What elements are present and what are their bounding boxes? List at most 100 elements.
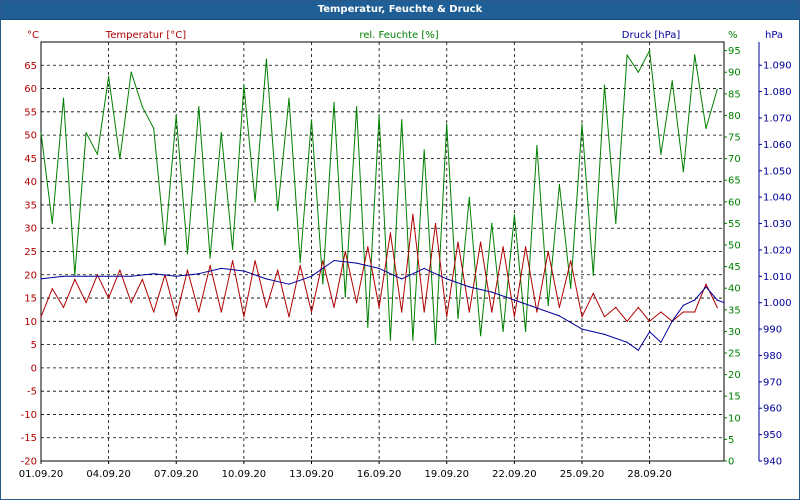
- y-tick-label-temperature: 5: [31, 340, 37, 351]
- x-tick-label: 22.09.20: [492, 469, 537, 480]
- series-point: [671, 320, 673, 322]
- y-tick-label-temperature: 0: [31, 363, 37, 374]
- series-point: [468, 196, 470, 199]
- series-point: [378, 306, 380, 308]
- y-tick-label-temperature: 65: [24, 61, 37, 72]
- series-point: [491, 311, 493, 313]
- y-tick-label-pressure: 1.030: [763, 219, 792, 230]
- window-title: Temperatur, Feuchte & Druck: [1, 1, 799, 20]
- series-point: [153, 127, 155, 129]
- y-tick-label-temperature: 60: [24, 84, 37, 95]
- series-point: [40, 316, 42, 318]
- series-point: [378, 114, 380, 116]
- series-point: [333, 259, 335, 262]
- series-point: [660, 311, 662, 313]
- legend-label-pressure: Druck [hPa]: [622, 30, 681, 41]
- x-tick-label: 04.09.20: [86, 469, 131, 480]
- series-point: [243, 316, 245, 318]
- series-point: [356, 106, 358, 108]
- series-point: [322, 260, 324, 262]
- series-point: [243, 84, 245, 86]
- y-tick-label-temperature: 40: [24, 177, 37, 188]
- series-point: [513, 299, 516, 301]
- series-point: [423, 149, 425, 151]
- y-tick-label-humidity: 60: [728, 197, 741, 208]
- series-point: [51, 288, 53, 290]
- x-tick-label: 28.09.20: [627, 469, 672, 480]
- series-point: [480, 335, 482, 337]
- series-point: [288, 316, 290, 318]
- series-point: [130, 302, 132, 304]
- y-tick-label-pressure: 1.000: [763, 298, 792, 309]
- series-point: [232, 248, 234, 250]
- y-tick-label-pressure: 970: [763, 377, 782, 388]
- series-point: [603, 84, 606, 86]
- series-point: [626, 341, 628, 343]
- series-point: [502, 246, 504, 248]
- series-point: [40, 278, 42, 280]
- series-point: [446, 123, 448, 125]
- series-point: [412, 213, 414, 215]
- y-tick-label-temperature: 50: [24, 131, 37, 142]
- y-tick-label-pressure: 990: [763, 325, 782, 336]
- x-tick-label: 19.09.20: [424, 469, 469, 480]
- series-point: [468, 311, 470, 313]
- series-point: [446, 278, 448, 280]
- series-point: [96, 274, 98, 276]
- y-tick-label-humidity: 25: [728, 349, 741, 360]
- y-tick-label-temperature: -20: [21, 457, 37, 468]
- series-layer: [40, 50, 725, 351]
- series-point: [547, 250, 549, 253]
- series-point: [40, 132, 42, 134]
- y-tick-label-humidity: 15: [728, 392, 741, 403]
- y-tick-label-temperature: -10: [21, 410, 37, 421]
- series-point: [581, 316, 583, 318]
- y-tick-label-temperature: 10: [24, 317, 37, 328]
- series-point: [716, 299, 718, 301]
- series-point: [130, 275, 132, 277]
- series-point: [525, 330, 527, 332]
- series-point: [62, 275, 65, 277]
- series-point: [626, 320, 628, 322]
- series-point: [299, 264, 301, 267]
- series-point: [62, 306, 65, 308]
- series-point: [186, 269, 189, 271]
- x-tick-label: 10.09.20: [222, 469, 267, 480]
- series-point: [367, 326, 369, 328]
- series-point: [265, 58, 267, 60]
- series-point: [220, 267, 222, 269]
- series-point: [682, 171, 685, 173]
- y-tick-label-humidity: 20: [728, 370, 741, 381]
- series-point: [232, 260, 234, 262]
- y-tick-label-humidity: 85: [728, 89, 741, 100]
- series-point: [333, 101, 335, 104]
- series-point: [660, 341, 662, 343]
- series-point: [649, 50, 651, 52]
- y-tick-label-temperature: 35: [24, 200, 37, 211]
- series-point: [299, 261, 301, 263]
- series-point: [344, 296, 346, 298]
- series-point: [637, 71, 639, 73]
- series-point: [288, 283, 290, 285]
- series-point: [401, 278, 403, 280]
- series-line-2: [40, 260, 725, 351]
- series-point: [310, 119, 313, 121]
- legend-label-humidity: rel. Feuchte [%]: [359, 30, 438, 41]
- y-tick-label-temperature: -5: [27, 387, 37, 398]
- series-point: [491, 291, 493, 293]
- series-point: [85, 132, 87, 134]
- series-point: [502, 330, 504, 332]
- series-point: [480, 241, 482, 243]
- x-tick-label: 07.09.20: [154, 469, 199, 480]
- series-point: [389, 232, 391, 234]
- series-point: [423, 311, 425, 313]
- series-point: [558, 315, 561, 317]
- y-tick-label-humidity: 55: [728, 219, 741, 230]
- series-point: [288, 97, 290, 99]
- series-point: [209, 264, 211, 267]
- series-point: [119, 158, 121, 160]
- series-point: [660, 153, 662, 155]
- y-tick-label-temperature: -15: [21, 433, 37, 444]
- series-point: [716, 88, 718, 91]
